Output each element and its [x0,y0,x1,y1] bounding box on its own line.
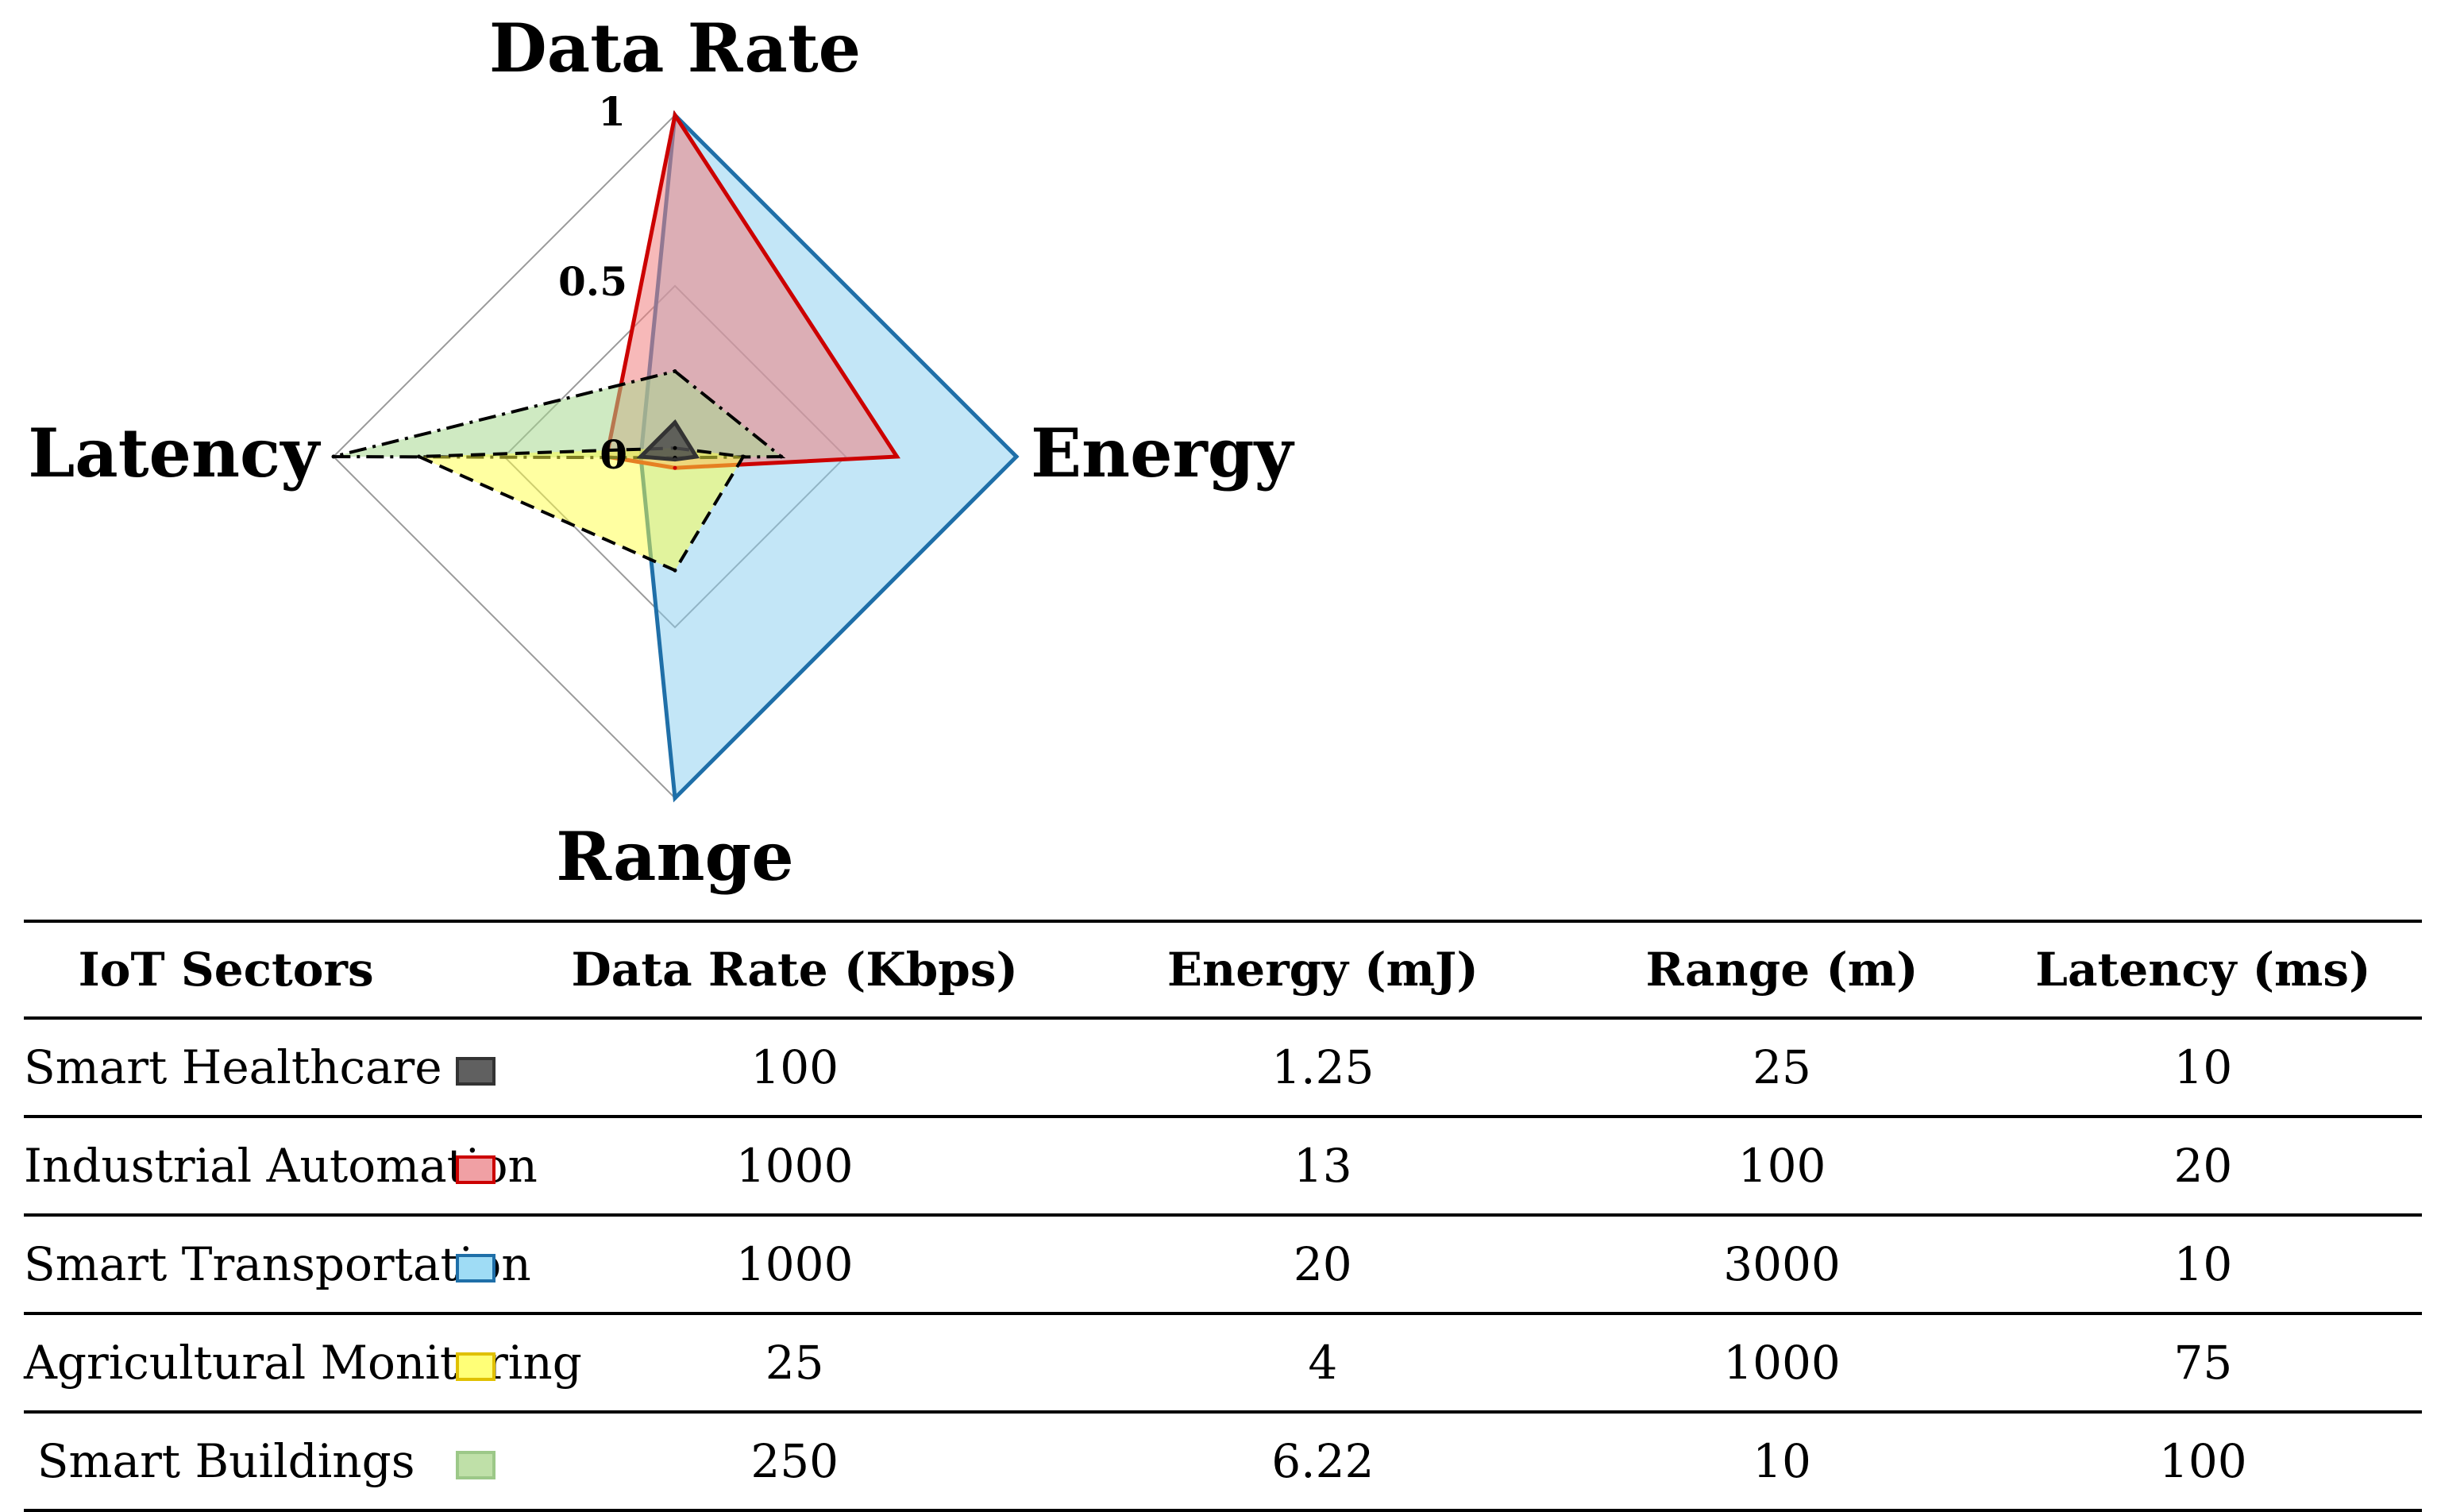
radar-tick-label-0: 0 [600,431,627,478]
radar-point-industrial-automation-range [673,465,677,470]
latency-cell: 75 [2173,1336,2233,1390]
radar-point-smart-healthcare-range [673,457,677,462]
range-cell: 100 [1737,1139,1826,1193]
latency-cell: 20 [2173,1139,2233,1193]
data-rate-cell: 1000 [735,1237,854,1291]
table-row: Agricultural Monitoring 25 4 1000 75 [24,1313,2422,1412]
table-row: Smart Transportation 1000 20 3000 10 [24,1215,2422,1313]
axis-title-energy: Energy [1031,414,1295,492]
data-rate-cell: 25 [765,1336,824,1390]
sector-name: Industrial Automation [24,1139,538,1193]
legend-swatch-smart-transportation [456,1253,496,1282]
energy-cell: 20 [1293,1237,1352,1291]
radar-point-smart-healthcare-energy [694,454,699,459]
sector-name: Smart Healthcare [24,1040,442,1094]
radar-point-smart-buildings-data-rate [673,369,677,373]
radar-tick-label-0.5: 0.5 [558,258,627,305]
radar-point-agricultural-monitoring-latency [417,454,421,459]
energy-cell: 1.25 [1271,1040,1375,1094]
header-range: Range (m) [1645,943,1918,997]
range-cell: 25 [1753,1040,1811,1094]
latency-cell: 10 [2173,1237,2233,1291]
header-iot-sectors: IoT Sectors [78,943,374,997]
radar-point-smart-buildings-energy [779,454,784,459]
radar-point-industrial-automation-latency [604,454,609,459]
table-row: Industrial Automation 1000 13 100 20 [24,1117,2422,1215]
sector-name: Smart Buildings [37,1434,415,1488]
axis-title-data-rate: Data Rate [489,9,861,87]
legend-swatch-smart-buildings [456,1450,496,1479]
table-row: Smart Healthcare 100 1.25 25 10 [24,1018,2422,1117]
axis-title-latency: Latency [28,414,321,492]
range-cell: 1000 [1723,1336,1841,1390]
energy-cell: 13 [1293,1139,1352,1193]
radar-point-agricultural-monitoring-data-rate [673,446,677,450]
table-row: Smart Buildings 250 6.22 10 100 [24,1412,2422,1510]
sector-name: Agricultural Monitoring [24,1336,582,1390]
radar-point-smart-buildings-latency [331,454,336,459]
radar-point-smart-healthcare-latency [638,454,643,459]
radar-point-agricultural-monitoring-range [673,568,677,573]
radar-point-agricultural-monitoring-energy [741,454,746,459]
energy-cell: 6.22 [1271,1434,1375,1488]
header-energy: Energy (mJ) [1166,943,1479,997]
data-rate-cell: 1000 [735,1139,854,1193]
header-swatch [428,921,523,1018]
iot-sectors-table: IoT Sectors Data Rate (Kbps) Energy (mJ)… [24,920,2422,1512]
radar-chart: 0 0.5 1 Data Rate Energy Range Latency [28,9,1294,896]
header-data-rate: Data Rate (Kbps) [571,943,1018,997]
legend-swatch-smart-healthcare [456,1056,496,1086]
axis-title-range: Range [556,817,793,896]
legend-swatch-industrial-automation [456,1155,496,1184]
table-header-row: IoT Sectors Data Rate (Kbps) Energy (mJ)… [24,921,2422,1018]
sector-name: Smart Transportation [24,1237,531,1291]
radar-tick-labels: 0 0.5 1 [558,88,627,478]
radar-point-industrial-automation-data-rate [673,113,677,118]
range-cell: 3000 [1723,1237,1841,1291]
radar-tick-label-1: 1 [598,88,626,135]
radar-vertex-layer [331,113,1019,800]
data-rate-cell: 100 [750,1040,839,1094]
header-latency: Latency (ms) [2035,943,2371,997]
radar-axis-titles: Data Rate Energy Range Latency [28,9,1294,896]
radar-point-smart-healthcare-data-rate [673,420,677,425]
range-cell: 10 [1753,1434,1811,1488]
latency-cell: 100 [2158,1434,2247,1488]
energy-cell: 4 [1308,1336,1338,1390]
radar-point-smart-transportation-range [673,796,677,800]
latency-cell: 10 [2173,1040,2233,1094]
legend-swatch-agricultural-monitoring [456,1352,496,1381]
data-rate-cell: 250 [750,1434,839,1488]
radar-point-smart-transportation-energy [1014,454,1019,459]
radar-point-industrial-automation-energy [895,454,899,459]
